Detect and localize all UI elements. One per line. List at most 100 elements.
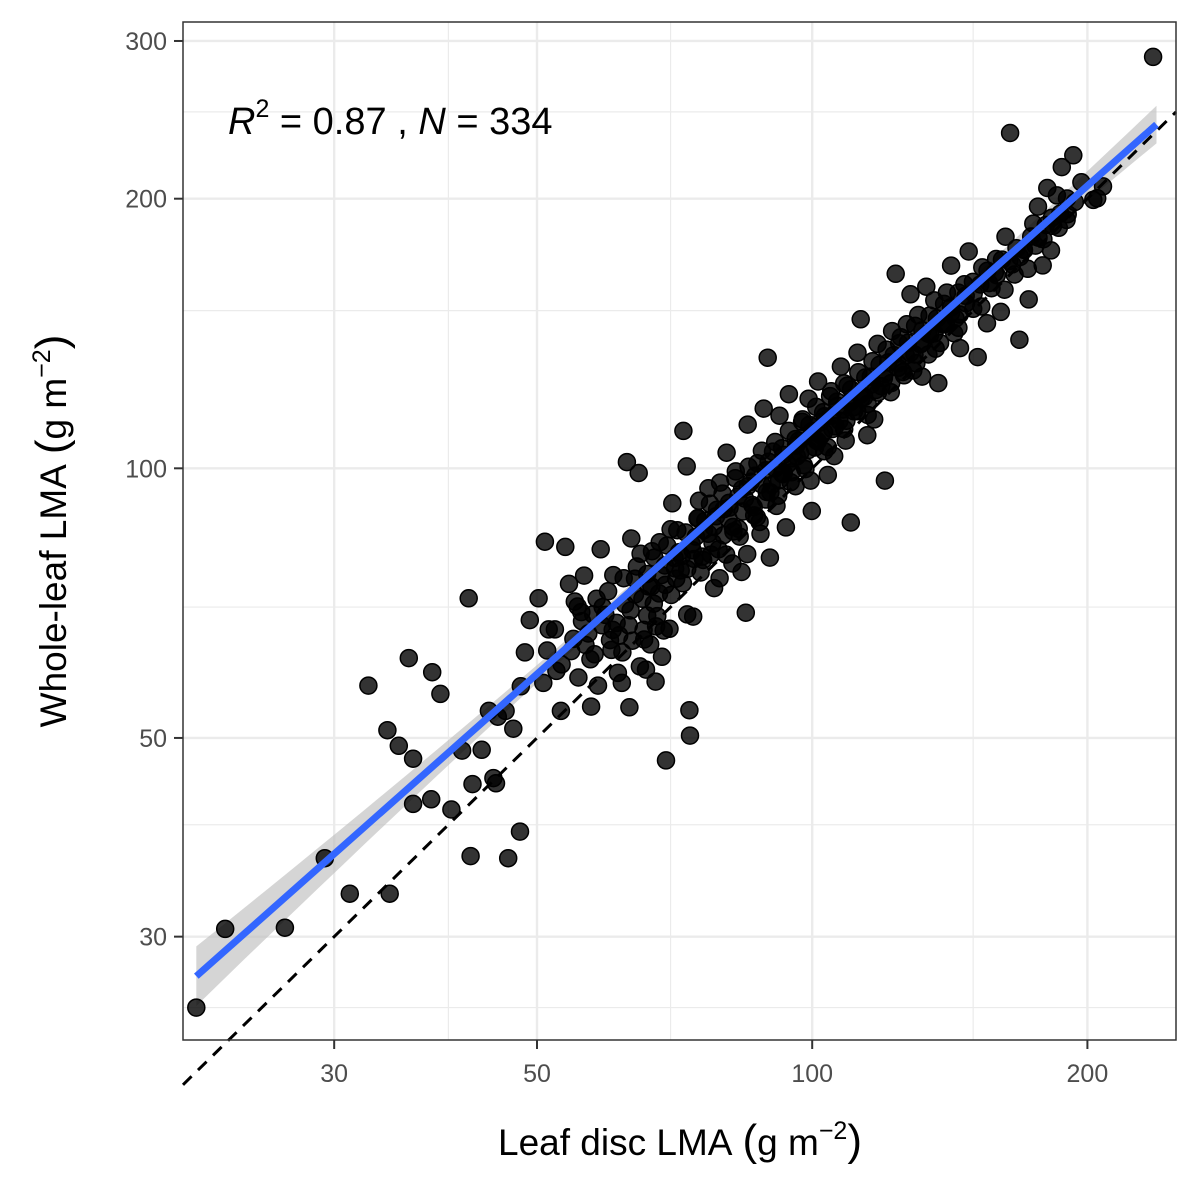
eq-sign-2: = (446, 101, 489, 143)
data-point (1033, 256, 1052, 275)
data-point (215, 919, 235, 939)
data-point (818, 465, 838, 485)
data-point (442, 800, 461, 819)
regression-line (194, 121, 1159, 979)
data-point (378, 720, 397, 740)
data-point (620, 698, 639, 717)
data-point (559, 574, 579, 594)
data-point (529, 589, 548, 608)
data-point (617, 452, 637, 472)
data-point (1143, 47, 1163, 67)
data-point (463, 774, 482, 794)
data-point (556, 537, 575, 557)
data-point (515, 643, 535, 662)
x-unit-open-paren: ( (742, 1116, 757, 1165)
y-unit-close-paren: ) (27, 335, 76, 350)
data-point (841, 513, 861, 532)
data-point (680, 700, 699, 720)
data-point (646, 617, 666, 636)
data-point (754, 399, 773, 418)
data-point (836, 431, 855, 450)
data-point (498, 848, 518, 868)
data-point (535, 532, 555, 551)
data-point (1041, 241, 1061, 260)
panel-border (182, 21, 1177, 1041)
data-point (622, 529, 641, 548)
data-point (520, 610, 540, 630)
data-point (677, 605, 697, 624)
data-point (724, 522, 743, 541)
data-point (941, 256, 961, 275)
x-unit-close-paren: ) (847, 1116, 862, 1165)
data-point (403, 749, 423, 768)
data-point (929, 373, 948, 393)
data-point (619, 616, 639, 635)
data-point (629, 463, 648, 483)
data-point (545, 620, 565, 639)
y-tick-label: 300 (125, 28, 167, 56)
data-point (565, 592, 585, 611)
data-point (1000, 123, 1020, 143)
eq-sign-1: = (269, 101, 312, 143)
data-point (818, 437, 838, 457)
data-point (737, 544, 757, 564)
axes: 30 50 100 200 30 50 100 200 300 (125, 28, 1108, 1088)
data-point (680, 726, 700, 745)
data-point (736, 603, 756, 622)
data-point (808, 372, 828, 391)
data-point (461, 846, 480, 866)
x-axis-title: Leaf disc LMA (g m−2) (498, 1116, 862, 1165)
data-point (758, 348, 777, 367)
data-point (472, 740, 491, 760)
data-point (661, 520, 680, 539)
data-point (677, 457, 696, 476)
regression-line-layer (194, 121, 1159, 979)
data-point (634, 630, 654, 649)
data-point (930, 333, 950, 353)
data-point (1019, 290, 1038, 309)
data-point (646, 672, 665, 691)
data-point (486, 774, 506, 793)
data-point (1093, 177, 1113, 196)
data-point (403, 794, 423, 814)
data-point (1057, 210, 1076, 230)
data-point (649, 584, 669, 603)
data-point (389, 736, 409, 756)
data-point (663, 494, 682, 513)
data-point (510, 822, 530, 841)
data-point (944, 324, 964, 343)
data-point (630, 657, 650, 676)
data-point (875, 471, 895, 490)
data-point (613, 643, 632, 662)
data-point (710, 568, 729, 588)
data-point (422, 662, 442, 682)
r-exponent: 2 (255, 95, 269, 123)
data-point (693, 550, 713, 570)
y-axis-title: Whole-leaf LMA (g m−2) (27, 335, 76, 728)
data-point (187, 998, 206, 1017)
data-point (996, 227, 1015, 246)
n-symbol: N (418, 101, 446, 143)
data-point (972, 297, 991, 316)
data-point (1028, 197, 1048, 216)
data-point (359, 676, 378, 695)
data-point (421, 790, 441, 809)
y-unit-open-paren: ( (27, 439, 76, 454)
data-point (1064, 146, 1083, 165)
data-point (1010, 330, 1029, 349)
data-point (574, 566, 594, 585)
y-axis-label: Whole-leaf LMA (33, 464, 74, 728)
x-axis-unit: g m (757, 1122, 819, 1163)
data-point (959, 242, 978, 261)
data-point (776, 518, 796, 537)
x-tick-label: 50 (523, 1060, 551, 1088)
data-point (380, 884, 399, 903)
data-point (612, 673, 632, 693)
x-tick-label: 200 (1067, 1060, 1109, 1088)
data-point (459, 589, 478, 608)
data-point (858, 425, 877, 445)
data-point (581, 697, 601, 716)
data-point (831, 357, 851, 376)
data-point (732, 562, 751, 582)
